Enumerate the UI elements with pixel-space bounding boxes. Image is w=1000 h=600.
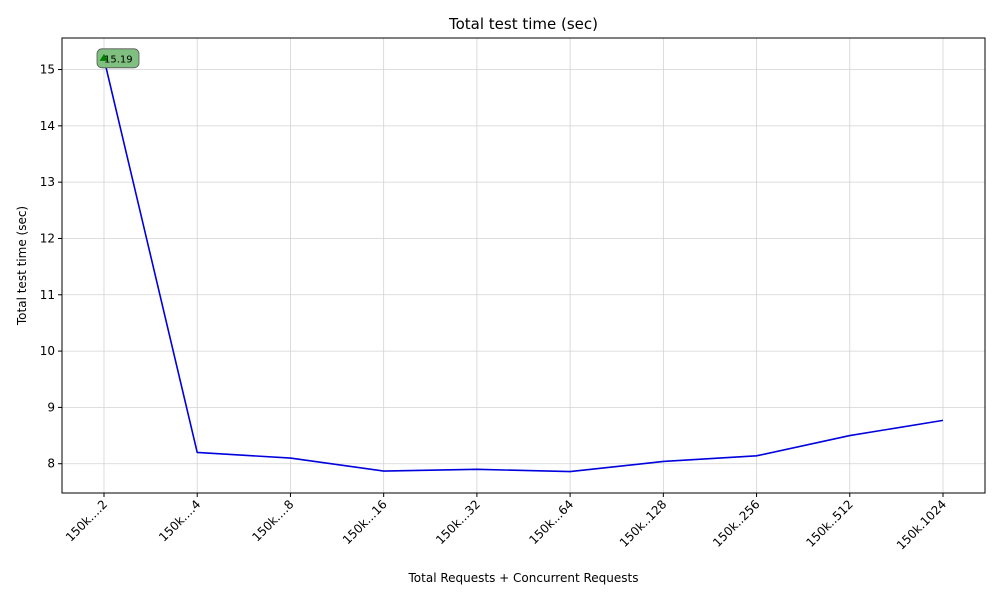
y-tick-label: 8 <box>47 457 55 471</box>
annotation-marker <box>99 53 109 61</box>
x-axis-title: Total Requests + Concurrent Requests <box>408 571 639 585</box>
y-tick-label: 15 <box>40 63 55 77</box>
y-tick-label: 10 <box>40 344 55 358</box>
max-annotation: 15.19 <box>96 48 140 69</box>
y-tick-label: 12 <box>40 231 55 245</box>
chart-title: Total test time (sec) <box>448 15 598 33</box>
y-tick-label: 9 <box>47 400 55 414</box>
y-tick-label: 13 <box>40 175 55 189</box>
annotation-label: 15.19 <box>104 54 133 65</box>
plot-frame <box>61 37 986 494</box>
annotation-box <box>96 48 140 69</box>
y-tick-label: 11 <box>40 288 55 302</box>
y-axis: 8 9 10 11 12 13 14 15 <box>40 63 62 471</box>
y-tick-label: 14 <box>40 119 55 133</box>
grid-lines <box>62 38 985 493</box>
series-line <box>103 58 944 473</box>
y-axis-title: Total test time (sec) <box>15 206 29 326</box>
